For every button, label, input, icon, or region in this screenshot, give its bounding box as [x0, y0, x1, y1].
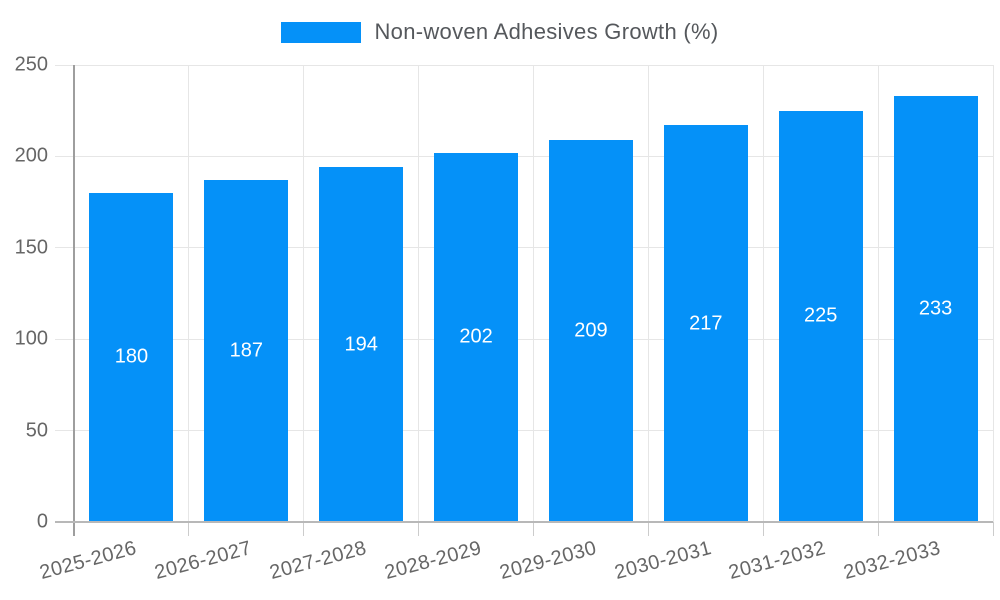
x-axis-tick-label: 2025-2026 [37, 537, 140, 584]
x-axis-tick [188, 522, 190, 536]
x-axis-tick [992, 522, 994, 536]
x-gridline [418, 65, 420, 522]
y-gridline [55, 338, 993, 340]
y-axis-line [73, 65, 75, 536]
y-axis-tick-label: 250 [14, 53, 48, 76]
y-axis-tick-label: 100 [14, 327, 48, 350]
y-axis-tick-label: 200 [14, 144, 48, 167]
bar-2025-2026 [89, 192, 174, 522]
x-axis-tick-label: 2028-2029 [382, 537, 484, 584]
bar-2031-2032 [778, 110, 863, 522]
x-axis-tick-label: 2032-2033 [841, 537, 944, 584]
legend-label: Non-woven Adhesives Growth (%) [374, 19, 719, 44]
bar-2029-2030 [548, 139, 633, 522]
x-gridline [762, 65, 764, 522]
y-axis-tick-label: 50 [25, 419, 48, 442]
y-gridline [55, 247, 993, 249]
x-axis-tick-label: 2027-2028 [267, 537, 369, 584]
x-axis-tick [877, 522, 879, 536]
bar-value-label: 180 [114, 345, 149, 368]
bar-value-label: 187 [229, 339, 263, 362]
x-gridline [877, 65, 879, 522]
x-axis-tick [533, 522, 534, 536]
y-axis-tick-label: 0 [36, 510, 48, 533]
x-axis-tick [762, 522, 764, 536]
bar-value-label: 202 [459, 325, 493, 348]
x-axis-tick [418, 522, 420, 536]
plot-area: 0 50 100 150 200 250 180 2025-2026 187 2026-2027 1… [15, 54, 994, 584]
y-gridline [55, 155, 993, 157]
bar-2028-2029 [434, 152, 519, 522]
bar-value-label: 209 [574, 319, 608, 342]
bar-value-label: 194 [344, 333, 378, 356]
x-gridline [303, 65, 305, 522]
x-axis-tick [647, 522, 649, 536]
x-axis-tick-label: 2026-2027 [152, 537, 255, 584]
bar-2026-2027 [204, 180, 289, 522]
bar-value-label: 217 [689, 312, 723, 335]
x-axis-tick [303, 522, 305, 536]
legend-swatch-icon [281, 21, 362, 43]
bar-2032-2033 [893, 96, 978, 522]
bar-2030-2031 [663, 125, 748, 522]
bar-value-label: 225 [804, 304, 838, 327]
x-gridline [188, 65, 190, 522]
x-gridline [533, 65, 534, 522]
y-gridline [55, 64, 993, 66]
bar-value-label: 233 [918, 297, 953, 320]
x-gridline [647, 65, 649, 522]
x-axis-tick-label: 2031-2032 [726, 537, 829, 584]
y-gridline [55, 430, 993, 432]
x-axis-tick-label: 2030-2031 [611, 537, 714, 584]
bar-2027-2028 [319, 167, 404, 522]
x-gridline [992, 65, 994, 522]
y-axis-tick-label: 150 [14, 236, 48, 259]
x-axis-tick-label: 2029-2030 [497, 537, 599, 584]
x-axis-line [55, 521, 993, 523]
chart-legend[interactable]: Non-woven Adhesives Growth (%) [0, 19, 1000, 44]
